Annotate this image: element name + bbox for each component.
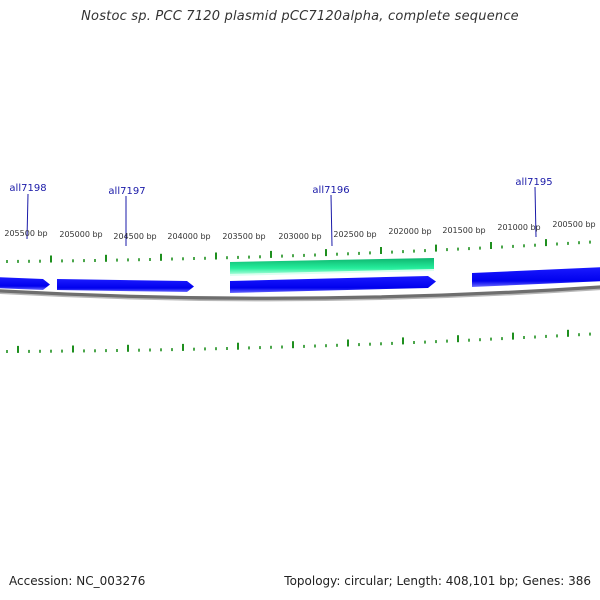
gene-label-all7197[interactable]: all7197 <box>108 186 145 197</box>
gene-feature-all7195[interactable] <box>472 267 600 287</box>
accession-label: Accession: NC_003276 <box>9 574 146 588</box>
coordinate-label: 205500 bp <box>4 229 47 238</box>
coordinate-label: 201500 bp <box>442 226 485 235</box>
gene-label-all7196[interactable]: all7196 <box>312 185 349 196</box>
gene-feature-all7197[interactable] <box>57 279 194 292</box>
coordinate-label: 203000 bp <box>278 232 321 241</box>
coordinate-label: 205000 bp <box>59 230 102 239</box>
backbone-line <box>0 285 600 302</box>
sequence-summary: Topology: circular; Length: 408,101 bp; … <box>284 574 591 588</box>
coordinate-label: 201000 bp <box>497 223 540 232</box>
gene-label-all7195[interactable]: all7195 <box>515 177 552 188</box>
coordinate-label: 200500 bp <box>552 220 595 229</box>
coordinate-label: 204000 bp <box>167 232 210 241</box>
coordinate-label: 203500 bp <box>222 232 265 241</box>
gene-feature-all7196[interactable] <box>230 276 436 293</box>
coordinate-label: 204500 bp <box>113 232 156 241</box>
gene-label-leader <box>26 193 29 240</box>
gene-label-group: all7198 all7197 all7196 all7195 <box>9 177 553 247</box>
coordinate-label: 202000 bp <box>388 227 431 236</box>
coordinate-label: 202500 bp <box>333 230 376 239</box>
gene-label-leader <box>330 194 333 247</box>
inner-tick-marks <box>6 329 591 353</box>
gene-label-leader <box>534 186 537 238</box>
coordinate-label-group: 205500 bp 205000 bp 204500 bp 204000 bp … <box>4 220 595 241</box>
gene-feature-left-edge[interactable] <box>0 277 50 290</box>
map-title: Nostoc sp. PCC 7120 plasmid pCC7120alpha… <box>81 9 519 24</box>
gene-label-all7198[interactable]: all7198 <box>9 183 46 194</box>
outer-tick-marks <box>6 239 591 263</box>
gene-feature-highlighted[interactable] <box>230 258 434 276</box>
